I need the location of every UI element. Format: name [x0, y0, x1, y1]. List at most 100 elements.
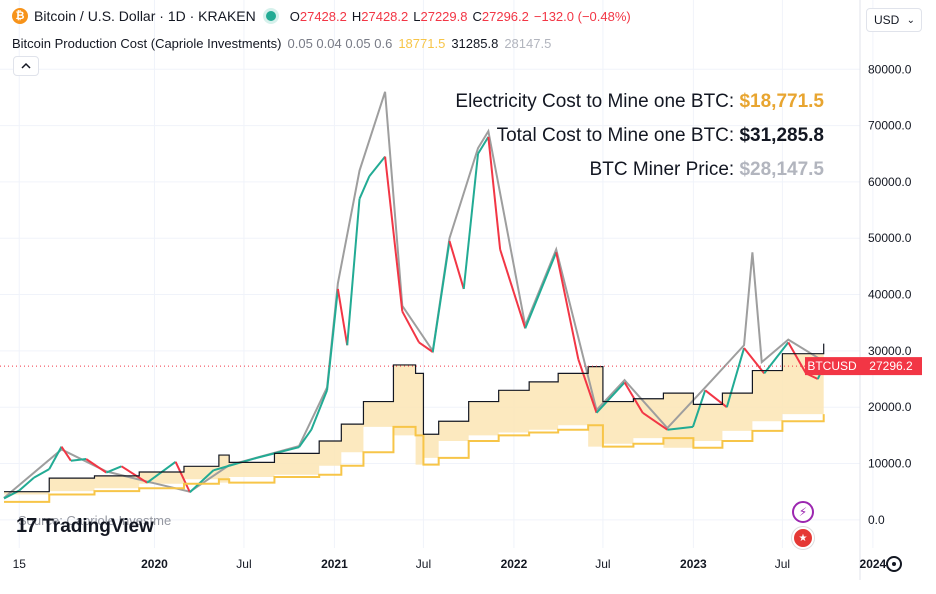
indicator-params: 0.05 0.04 0.05 0.6	[287, 36, 393, 51]
price-segment	[691, 389, 707, 428]
y-tick-label: 60000.0	[868, 175, 912, 189]
price-segment	[174, 461, 191, 493]
price-segment	[336, 288, 349, 346]
price-segment	[477, 136, 490, 155]
legend-electricity-label: Electricity Cost to Mine one BTC:	[455, 91, 735, 112]
legend-electricity-value: $18,771.5	[739, 91, 824, 112]
price-segment	[213, 464, 230, 472]
x-axis: 15 2020 Jul 2021 Jul 2022 Jul 2023 Jul 2024	[13, 557, 887, 571]
symbol-header[interactable]: ₿ Bitcoin / U.S. Dollar · 1D · KRAKEN O2…	[12, 8, 633, 24]
y-axis: 80000.0 70000.0 60000.0 50000.0 40000.0 30000…	[868, 62, 912, 527]
x-tick-label: 2022	[501, 557, 528, 571]
price-segment	[401, 310, 420, 343]
tradingview-logo[interactable]: 17 TradingView	[16, 515, 154, 538]
price-segment	[274, 446, 300, 455]
price-segment	[462, 153, 480, 290]
x-tick-label: Jul	[236, 557, 251, 571]
legend-total: Total Cost to Mine one BTC: $31,285.8	[455, 119, 824, 153]
legend-total-label: Total Cost to Mine one BTC:	[496, 125, 735, 146]
price-segment	[298, 429, 313, 448]
x-tick-label: Jul	[775, 557, 790, 571]
source-watermark: Source: Capriole Investme	[18, 513, 172, 528]
price-value-label: 27296.2	[869, 359, 913, 373]
ohlc-low: L27229.8	[413, 8, 468, 24]
bitcoin-icon: ₿	[12, 8, 28, 24]
y-tick-label: 10000.0	[868, 457, 912, 471]
price-segment	[431, 240, 451, 353]
price-segment	[346, 198, 361, 346]
lightning-icon[interactable]: ⚡	[792, 501, 814, 523]
price-segment	[358, 175, 371, 200]
price-segment	[368, 155, 386, 177]
chart-series	[3, 91, 825, 503]
price-segment	[18, 476, 35, 492]
currency-select[interactable]: USD ⌄	[866, 8, 922, 32]
x-tick-label: 2021	[321, 557, 348, 571]
price-segment	[326, 288, 339, 391]
price-symbol-badge	[805, 357, 860, 376]
price-value-badge	[860, 357, 922, 376]
y-tick-label: 40000.0	[868, 288, 912, 302]
y-tick-label: 30000.0	[868, 344, 912, 358]
series-total-cost	[4, 343, 825, 493]
legend-total-value: $31,285.8	[739, 125, 824, 146]
price-segment	[667, 425, 694, 431]
x-tick-label: 15	[13, 557, 27, 571]
x-tick-label: 2023	[680, 557, 707, 571]
price-segment	[33, 468, 50, 479]
indicator-name[interactable]: Bitcoin Production Cost (Capriole Invest…	[12, 36, 282, 51]
y-tick-label: 20000.0	[868, 400, 912, 414]
price-segment	[743, 347, 765, 375]
price-segment	[524, 251, 558, 329]
cost-band	[4, 343, 824, 502]
y-tick-label: 0.0	[868, 513, 885, 527]
price-segment	[448, 240, 465, 290]
price-segment	[70, 458, 87, 462]
legend-miner-value: $28,147.5	[739, 159, 824, 180]
currency-value: USD	[874, 13, 900, 27]
tradingview-mark-icon: 17	[16, 515, 37, 537]
chevron-up-icon	[21, 62, 31, 69]
market-status-icon[interactable]	[265, 11, 276, 21]
x-tick-label: Jul	[416, 557, 431, 571]
flag-icon[interactable]: ★	[792, 527, 814, 549]
price-segment	[487, 136, 502, 250]
price-segment	[384, 156, 404, 312]
price-segment	[555, 252, 580, 360]
price-segment	[189, 469, 215, 493]
x-tick-label: Jul	[595, 557, 610, 571]
price-segment	[623, 381, 644, 414]
legend-electricity: Electricity Cost to Mine one BTC: $18,77…	[455, 85, 824, 119]
price-segment	[105, 465, 122, 474]
indicator-header[interactable]: Bitcoin Production Cost (Capriole Invest…	[12, 36, 551, 51]
current-price-line: BTCUSD 27296.2	[0, 357, 922, 376]
y-tick-label: 80000.0	[868, 62, 912, 76]
legend-miner-label: BTC Miner Price:	[589, 159, 735, 180]
collapse-legend-button[interactable]	[13, 56, 39, 76]
price-segment	[577, 358, 598, 414]
price-segment	[704, 389, 728, 408]
price-segment	[85, 458, 107, 474]
x-tick-label: 2020	[141, 557, 168, 571]
price-segment	[499, 249, 527, 329]
tradingview-wordmark: TradingView	[42, 515, 154, 537]
symbol-title[interactable]: Bitcoin / U.S. Dollar · 1D · KRAKEN	[34, 8, 256, 24]
price-segment	[418, 341, 434, 353]
price-segment	[642, 412, 668, 431]
price-segment	[763, 341, 790, 375]
price-segment	[310, 389, 328, 431]
ohlc-open: O27428.2	[289, 8, 347, 24]
x-tick-label: 2024	[860, 557, 887, 571]
price-symbol-label: BTCUSD	[807, 359, 857, 373]
indicator-electricity-value: 18771.5	[398, 36, 446, 51]
price-change: −132.0 (−0.48%)	[533, 8, 631, 24]
y-tick-label: 50000.0	[868, 231, 912, 245]
cost-legend: Electricity Cost to Mine one BTC: $18,77…	[455, 85, 824, 187]
legend-miner: BTC Miner Price: $28,147.5	[455, 153, 824, 187]
gear-icon[interactable]	[886, 556, 902, 572]
price-segment	[595, 381, 626, 414]
price-segment	[120, 465, 148, 484]
ohlc-close: C27296.2	[472, 8, 529, 24]
series-electricity-cost	[4, 414, 825, 503]
